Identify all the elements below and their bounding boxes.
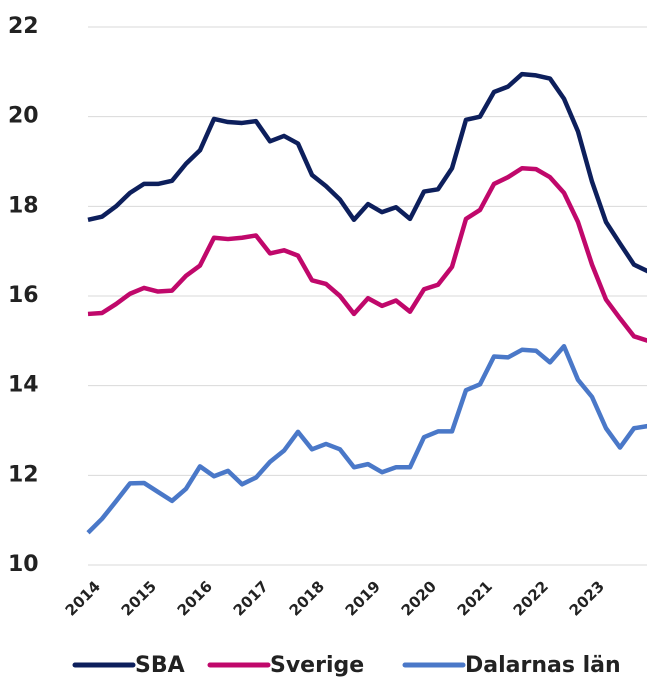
x-tick-label: 2018 [286,577,328,619]
x-tick-label: 2014 [62,577,104,619]
y-tick-label: 20 [8,104,39,129]
x-tick-label: 2021 [454,577,496,619]
series-line [86,343,647,535]
legend-label: Dalarnas län [465,653,621,678]
x-tick-label: 2023 [566,577,608,619]
y-tick-label: 22 [8,14,39,39]
x-tick-label: 2022 [510,577,552,619]
y-tick-label: 16 [8,283,39,308]
y-tick-label: 12 [8,462,39,487]
series-line [87,71,647,274]
x-tick-label: 2016 [174,577,216,619]
x-tick-label: 2015 [118,577,160,619]
y-tick-label: 10 [8,552,39,577]
y-tick-label: 14 [8,373,39,398]
y-tick-label: 18 [8,193,39,218]
legend-label: Sverige [270,653,364,678]
x-tick-label: 2017 [230,577,272,619]
legend-label: SBA [135,653,185,678]
x-tick-label: 2019 [342,577,384,619]
series-line [87,165,647,343]
x-tick-label: 2020 [398,577,440,619]
